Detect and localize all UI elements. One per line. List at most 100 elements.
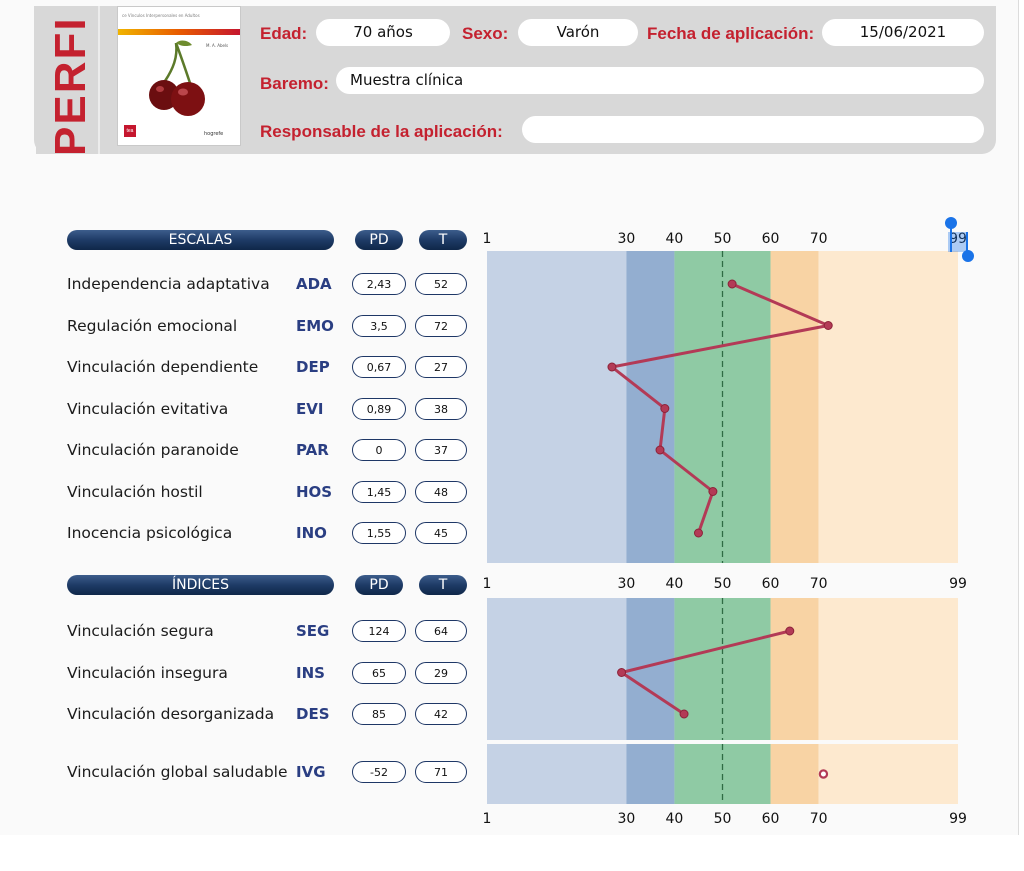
table-row-t: 42 bbox=[415, 703, 467, 725]
table-row-t: 38 bbox=[415, 397, 467, 420]
chart-band bbox=[487, 251, 627, 563]
table-row-pd: 2,43 bbox=[352, 273, 406, 295]
escalas-profile-point bbox=[823, 321, 833, 330]
book-author: M. A. Abels bbox=[206, 43, 229, 48]
table-row-pd: 3,5 bbox=[352, 314, 406, 337]
chart-band bbox=[487, 598, 627, 740]
axis-tick-label: 40 bbox=[665, 811, 684, 827]
indices-pd-header: PD bbox=[355, 575, 403, 595]
escalas-profile-point bbox=[655, 445, 665, 455]
escalas-profile-point bbox=[660, 404, 670, 413]
axis-tick-label: 60 bbox=[761, 231, 780, 247]
table-row-t: 52 bbox=[415, 273, 467, 295]
book-subtitle: ce Vínculos Interpersonales en Adultos bbox=[122, 13, 200, 18]
global-row-code: IVG bbox=[296, 763, 326, 781]
edad-field[interactable]: 70 años bbox=[316, 19, 450, 46]
axis-tick-label: 70 bbox=[809, 811, 828, 827]
fecha-label: Fecha de aplicación: bbox=[647, 24, 815, 43]
table-row-pd: 0 bbox=[352, 439, 406, 461]
escalas-section-title: ESCALAS bbox=[67, 230, 334, 250]
table-row-code: SEG bbox=[296, 622, 330, 640]
selection-end-bar bbox=[966, 232, 968, 256]
table-row-name: Vinculación segura bbox=[67, 622, 214, 640]
responsable-label: Responsable de la aplicación: bbox=[260, 122, 503, 141]
indices-profile-point bbox=[785, 626, 795, 636]
sexo-label: Sexo: bbox=[462, 24, 509, 43]
chart-band bbox=[487, 744, 627, 804]
global-index-point bbox=[818, 769, 829, 779]
profile-chart bbox=[487, 251, 958, 804]
chart-band bbox=[818, 744, 958, 804]
table-row-t: 48 bbox=[415, 480, 467, 503]
table-row-name: Inocencia psicológica bbox=[67, 524, 233, 542]
fecha-field[interactable]: 15/06/2021 bbox=[822, 19, 984, 46]
escalas-t-header: T bbox=[419, 230, 467, 250]
axis-tick-label: 1 bbox=[482, 811, 492, 827]
tea-logo: tea bbox=[124, 125, 136, 137]
axis-tick-label: 1 bbox=[482, 231, 492, 247]
escalas-profile-point bbox=[607, 362, 617, 372]
indices-profile-point bbox=[617, 668, 627, 677]
table-row-pd: 1,55 bbox=[352, 522, 406, 544]
axis-tick-label: 70 bbox=[809, 576, 828, 592]
chart-band bbox=[770, 251, 819, 563]
table-row-pd: 1,45 bbox=[352, 480, 406, 503]
axis-tick-label: 50 bbox=[713, 576, 732, 592]
hogrefe-logo: hogrefe bbox=[204, 131, 224, 137]
chart-band bbox=[770, 744, 819, 804]
selection-start-handle[interactable] bbox=[945, 217, 957, 229]
text-selection-highlight bbox=[948, 232, 968, 252]
table-row-name: Regulación emocional bbox=[67, 316, 238, 335]
table-row-name: Vinculación desorganizada bbox=[67, 705, 275, 723]
table-row-name: Vinculación hostil bbox=[67, 482, 203, 501]
global-row-t: 71 bbox=[415, 761, 467, 783]
side-title-column: PERFI bbox=[36, 6, 100, 154]
chart-band bbox=[818, 598, 958, 740]
axis-tick-label: 60 bbox=[761, 576, 780, 592]
table-row-pd: 124 bbox=[352, 620, 406, 642]
table-row-t: 72 bbox=[415, 314, 467, 337]
axis-tick-label: 50 bbox=[713, 231, 732, 247]
pdf-document-page[interactable]: PERFI ce Vínculos Interpersonales en Adu… bbox=[0, 0, 1019, 835]
table-row-t: 45 bbox=[415, 522, 467, 544]
table-row-code: DES bbox=[296, 705, 330, 723]
axis-tick-label: 60 bbox=[761, 811, 780, 827]
axis-tick-label: 30 bbox=[617, 231, 636, 247]
global-row-pd: -52 bbox=[352, 761, 406, 783]
escalas-profile-point bbox=[727, 279, 737, 289]
selection-end-handle[interactable] bbox=[962, 250, 974, 262]
baremo-field[interactable]: Muestra clínica bbox=[336, 67, 984, 94]
indices-section-title: ÍNDICES bbox=[67, 575, 334, 595]
selection-start-bar bbox=[950, 222, 952, 252]
axis-tick-label: 99 bbox=[949, 231, 967, 247]
table-row-pd: 65 bbox=[352, 661, 406, 684]
table-row-name: Vinculación evitativa bbox=[67, 399, 229, 418]
responsable-field[interactable] bbox=[522, 116, 984, 143]
table-row-t: 27 bbox=[415, 356, 467, 378]
table-row-pd: 85 bbox=[352, 703, 406, 725]
table-row-code: EVI bbox=[296, 399, 324, 418]
sexo-field[interactable]: Varón bbox=[518, 19, 638, 46]
table-row-code: PAR bbox=[296, 441, 329, 459]
table-row-code: ADA bbox=[296, 275, 332, 293]
table-row-pd: 0,67 bbox=[352, 356, 406, 378]
table-row-pd: 0,89 bbox=[352, 397, 406, 420]
escalas-pd-header: PD bbox=[355, 230, 403, 250]
baremo-label: Baremo: bbox=[260, 74, 329, 93]
axis-tick-label: 40 bbox=[665, 576, 684, 592]
table-row-t: 29 bbox=[415, 661, 467, 684]
axis-tick-label: 50 bbox=[713, 811, 732, 827]
book-color-band bbox=[118, 29, 240, 35]
edad-label: Edad: bbox=[260, 24, 308, 43]
table-row-code: HOS bbox=[296, 482, 333, 501]
chart-band bbox=[626, 744, 675, 804]
chart-band bbox=[818, 251, 958, 563]
axis-tick-label: 99 bbox=[949, 811, 967, 827]
table-row-code: INS bbox=[296, 663, 325, 682]
table-row-name: Independencia adaptativa bbox=[67, 275, 270, 293]
axis-tick-label: 30 bbox=[617, 811, 636, 827]
axis-tick-label: 1 bbox=[482, 576, 492, 592]
axis-tick-label: 70 bbox=[809, 231, 828, 247]
axis-tick-label: 30 bbox=[617, 576, 636, 592]
book-cover-image: ce Vínculos Interpersonales en Adultos M… bbox=[117, 6, 241, 146]
